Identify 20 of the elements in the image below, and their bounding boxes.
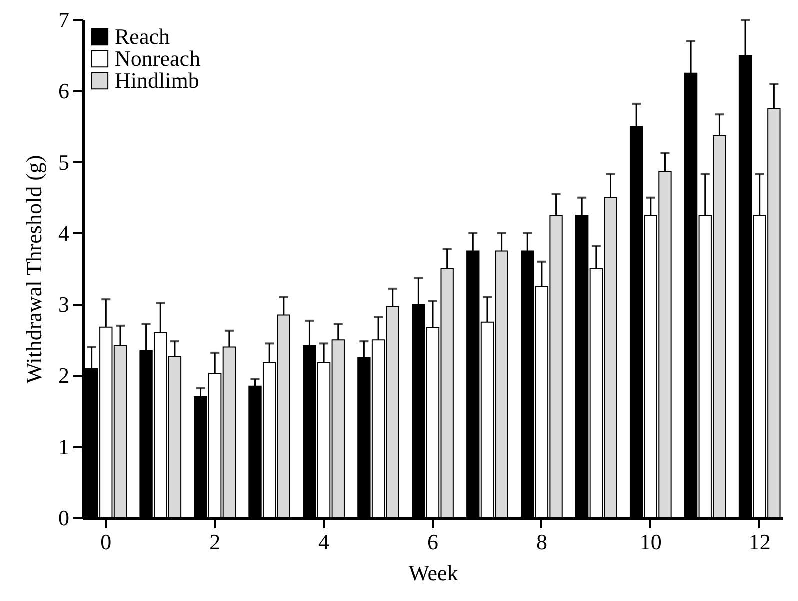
y-axis-title: Withdrawal Threshold (g) — [22, 155, 46, 384]
legend-label: Nonreach — [115, 46, 201, 71]
legend-label: Hindlimb — [115, 68, 200, 93]
x-tick-label: 10 — [640, 530, 662, 554]
y-tick-label: 5 — [58, 150, 70, 175]
x-tick-label: 6 — [428, 530, 438, 554]
y-tick-label: 1 — [58, 434, 70, 460]
x-tick-label: 2 — [210, 530, 221, 554]
x-axis-title: Week — [408, 560, 458, 586]
legend-label: Reach — [115, 24, 170, 49]
y-tick-label: 0 — [58, 506, 70, 530]
y-tick-label: 4 — [58, 220, 70, 246]
y-tick-label: 6 — [58, 78, 70, 104]
y-tick-label: 7 — [58, 8, 70, 32]
x-tick-label: 4 — [318, 530, 330, 554]
x-tick-label: 8 — [536, 530, 548, 554]
y-tick-label: 2 — [58, 363, 70, 388]
x-tick-label: 12 — [748, 530, 771, 554]
y-tick-label: 3 — [58, 292, 70, 318]
x-tick-label: 0 — [100, 530, 112, 554]
